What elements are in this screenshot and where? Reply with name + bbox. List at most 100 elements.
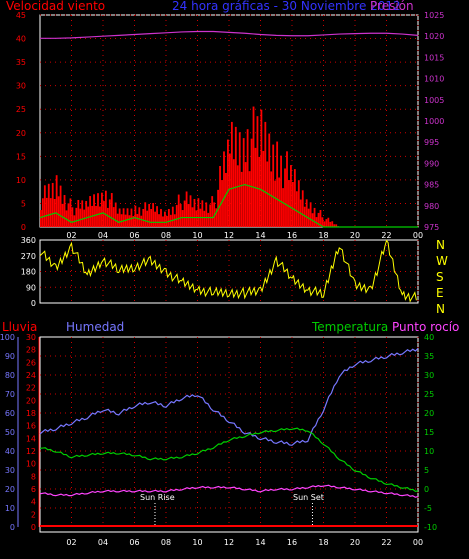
- wind-bar: [138, 207, 141, 227]
- bottom-axis-ticks: -10-505101520253035400102030405060708090…: [0, 333, 437, 547]
- wind-bar: [321, 217, 324, 227]
- wind-bar: [93, 194, 95, 227]
- direction-tick-label: 270: [21, 252, 36, 261]
- wind-bar: [69, 198, 72, 227]
- wind-tick-label: 25: [16, 105, 26, 114]
- wind-bar: [270, 171, 273, 227]
- wind-bar: [195, 210, 198, 227]
- wind-bar: [167, 208, 170, 227]
- wind-bar: [221, 180, 223, 227]
- wind-bar: [112, 207, 115, 227]
- direction-marks: [39, 239, 417, 303]
- wind-bar: [297, 180, 300, 227]
- rain-tick-label: 8: [31, 472, 36, 481]
- wind-bar: [203, 210, 206, 227]
- temperature-tick-label: -10: [424, 523, 437, 532]
- wind-bar: [142, 208, 145, 227]
- wind-bar: [185, 191, 188, 227]
- wind-bar: [219, 166, 221, 227]
- humidity-tick-label: 90: [5, 352, 15, 361]
- wind-bar: [175, 205, 178, 227]
- wind-bar: [40, 210, 42, 227]
- direction-tick-label: 180: [21, 268, 36, 277]
- wind-bar: [288, 180, 290, 227]
- wind-bar: [234, 126, 237, 227]
- wind-bar: [156, 206, 158, 227]
- wind-bar: [51, 182, 54, 227]
- wind-bar: [315, 217, 318, 227]
- temperature-tick-label: 30: [424, 371, 434, 380]
- wind-bar: [211, 196, 214, 227]
- wind-pressure-marks: [39, 30, 419, 228]
- wind-bar: [77, 199, 80, 227]
- humidity-tick-label: 100: [0, 333, 15, 342]
- wind-bar: [292, 181, 294, 227]
- wind-bar: [128, 215, 131, 227]
- wind-bar: [118, 208, 121, 227]
- rain-tick-label: 18: [26, 409, 36, 418]
- rain-tick-label: 20: [26, 396, 36, 405]
- rain-tick-label: 22: [26, 384, 36, 393]
- bottom-hour-tick-label: 18: [318, 538, 328, 547]
- rain-tick-label: 12: [26, 447, 36, 456]
- wind-speed-label: Velocidad viento: [6, 0, 105, 13]
- wind-bar: [179, 204, 182, 227]
- wind-bar: [313, 207, 316, 227]
- hour-tick-label: 06: [129, 231, 139, 240]
- wind-bar: [240, 171, 243, 227]
- wind-bar: [116, 213, 119, 227]
- rain-tick-label: 28: [26, 346, 36, 355]
- wind-bar: [160, 208, 162, 227]
- wind-bar: [293, 169, 296, 227]
- hour-tick-label: 12: [224, 231, 234, 240]
- rain-tick-label: 16: [26, 422, 36, 431]
- wind-bar: [43, 185, 46, 227]
- wind-bar: [333, 224, 336, 227]
- avg-wind-line: [39, 183, 418, 228]
- wind-bar: [81, 200, 84, 227]
- wind-bar: [150, 208, 153, 227]
- direction-tick-label: 360: [21, 236, 36, 245]
- temperature-tick-label: 40: [424, 333, 434, 342]
- humidity-tick-label: 0: [10, 523, 15, 532]
- wind-bar: [110, 193, 113, 227]
- wind-bar: [101, 192, 103, 227]
- wind-bar: [246, 129, 249, 227]
- pressure-tick-label: 1025: [424, 11, 444, 20]
- pressure-line: [40, 30, 419, 39]
- wind-bar: [49, 198, 52, 227]
- temperature-tick-label: 25: [424, 390, 434, 399]
- rain-tick-label: 2: [31, 510, 36, 519]
- wind-bar: [177, 194, 180, 227]
- wind-bar: [248, 171, 251, 227]
- hour-tick-label: 00: [413, 231, 423, 240]
- direction-tick-label: 90: [26, 283, 36, 292]
- humidity-tick-label: 20: [5, 485, 15, 494]
- wind-bar: [227, 139, 229, 227]
- wind-bar: [284, 168, 286, 227]
- temperature-tick-label: 10: [424, 447, 434, 456]
- wind-bar: [55, 175, 58, 227]
- pressure-tick-label: 975: [424, 223, 439, 232]
- temperature-tick-label: 0: [424, 485, 429, 494]
- wind-bar: [173, 214, 176, 227]
- rain-tick-label: 6: [31, 485, 36, 494]
- wind-bar: [317, 212, 320, 227]
- hour-tick-label: 16: [287, 231, 297, 240]
- hour-tick-label: 08: [161, 231, 171, 240]
- humidity-tick-label: 50: [5, 428, 15, 437]
- wind-bar: [209, 204, 212, 227]
- humidity-tick-label: 40: [5, 447, 15, 456]
- wind-bar: [144, 202, 147, 227]
- wind-bar: [272, 144, 275, 227]
- humidity-label: Humedad: [66, 320, 124, 334]
- temperature-tick-label: -5: [424, 504, 432, 513]
- wind-bar: [262, 150, 265, 227]
- wind-tick-label: 40: [16, 35, 26, 44]
- wind-bar: [189, 195, 192, 227]
- top-axis-ticks: 0510152025303540459759809859909951000100…: [16, 11, 445, 240]
- sunset-label: Sun Set: [293, 493, 324, 502]
- temperature-tick-label: 35: [424, 352, 434, 361]
- climate-marks: [39, 347, 419, 527]
